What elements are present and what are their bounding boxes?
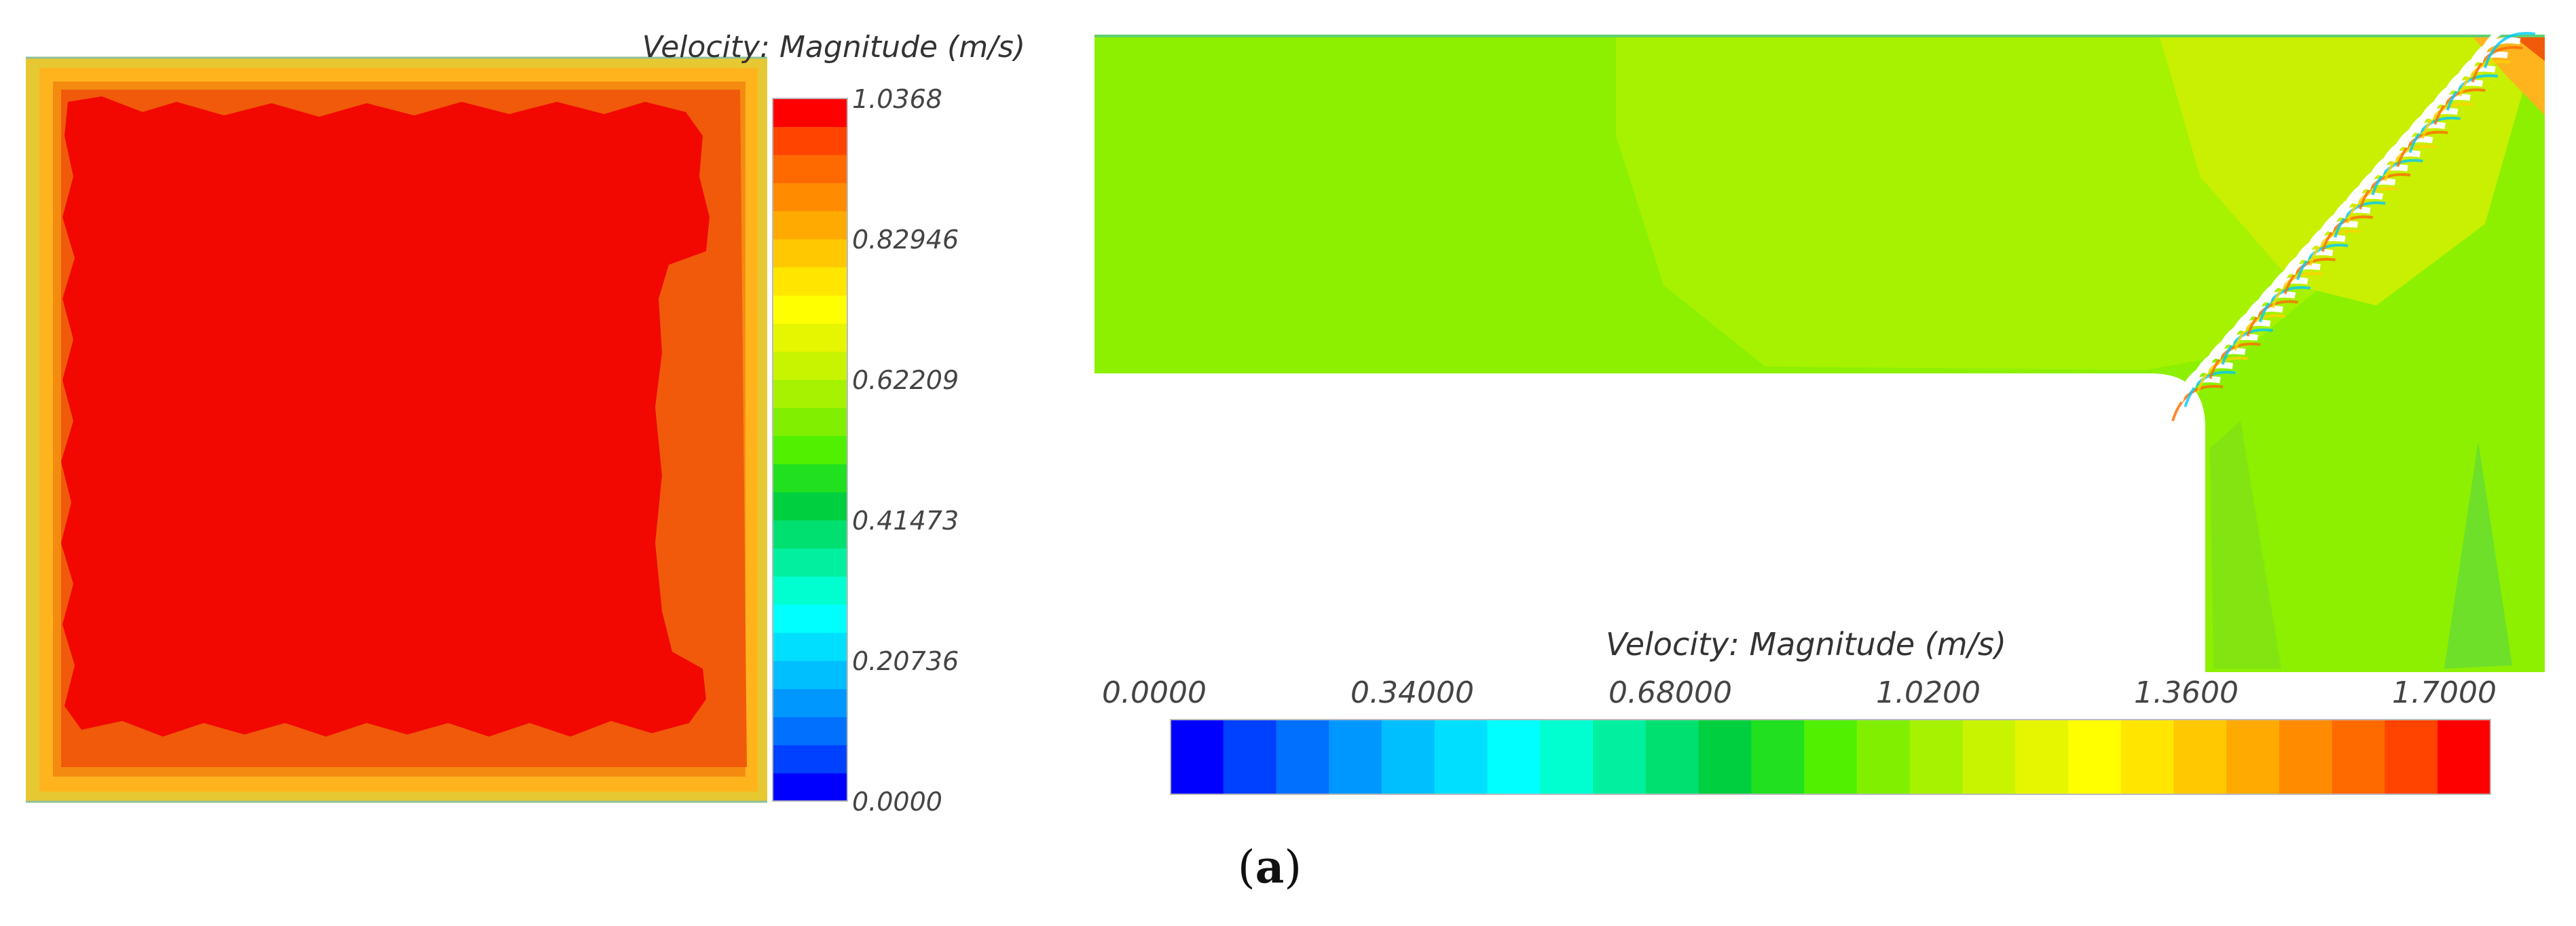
left-colorbar-segment: [773, 239, 847, 267]
right-tick-label: 1.7000: [2392, 675, 2497, 710]
left-colorbar-segment: [773, 576, 847, 605]
svg-text:(a): (a): [1238, 840, 1302, 893]
left-colorbar-segment: [773, 154, 847, 183]
left-colorbar-segment: [773, 632, 847, 661]
right-tick-label: 0.0000: [1102, 675, 1207, 710]
right-colorbar-segment: [1698, 720, 1752, 794]
left-colorbar-segment: [773, 435, 847, 464]
right-colorbar-ticks: 0.0000 0.34000 0.68000 1.0200 1.3600 1.7000: [1102, 675, 2497, 710]
left-contour-plot: [26, 56, 767, 803]
right-tick-label: 0.68000: [1608, 675, 1732, 710]
right-colorbar-segment: [1329, 720, 1382, 794]
right-green-streak-2: [2210, 421, 2281, 669]
left-colorbar-segment: [773, 548, 847, 577]
left-colorbar-segment: [773, 98, 847, 127]
right-colorbar-segment: [2120, 720, 2175, 794]
left-colorbar-ticks: 1.0368 0.82946 0.62209 0.41473 0.20736 0.0000: [852, 84, 959, 817]
right-colorbar-frame: [1170, 719, 2491, 795]
left-colorbar-segment: [773, 604, 847, 633]
left-colorbar-frame: [772, 98, 848, 802]
left-colorbar-segment: [773, 210, 847, 240]
left-colorbar-segment: [773, 661, 847, 689]
left-colorbar-segment: [773, 379, 847, 408]
right-colorbar-segment: [1909, 720, 1963, 794]
right-colorbar-segment: [1487, 720, 1541, 794]
left-colorbar-segment: [773, 745, 847, 774]
figure-caption: (a): [1238, 840, 1302, 893]
left-core-region: [61, 96, 710, 737]
right-colorbar-segment: [1962, 720, 2016, 794]
right-green-streak: [2444, 441, 2512, 669]
turning-vane: [2476, 23, 2533, 64]
right-colorbar-segment: [1434, 720, 1488, 794]
right-colorbar-segment: [1223, 720, 1277, 794]
right-colorbar-segment: [1856, 720, 1911, 794]
right-colorbar-segment: [1171, 720, 1224, 794]
right-legend: Velocity: Magnitude (m/s) 0.0000 0.34000 0…: [1102, 626, 2497, 795]
turning-vanes: [2164, 23, 2536, 422]
left-colorbar: [773, 98, 847, 802]
caption-open: (: [1238, 841, 1255, 893]
right-colorbar-segment: [1751, 720, 1805, 794]
left-colorbar-segment: [773, 773, 847, 802]
left-tick-label: 0.62209: [852, 365, 959, 395]
left-colorbar-segment: [773, 492, 847, 521]
right-colorbar-segment: [1645, 720, 1699, 794]
right-corner-hot-2: [2512, 35, 2545, 61]
right-colorbar-segment: [2385, 720, 2438, 794]
right-colorbar-segment: [2067, 720, 2122, 794]
left-colorbar-segment: [773, 295, 847, 324]
left-tick-label: 1.0368: [852, 84, 942, 114]
left-colorbar-segment: [773, 267, 847, 296]
right-colorbar-segment: [2437, 720, 2491, 794]
vane-wake: [2484, 32, 2536, 69]
right-tick-label: 0.34000: [1350, 675, 1474, 710]
right-contour-plot: [1094, 23, 2545, 672]
right-colorbar-segment: [2173, 720, 2227, 794]
right-colorbar-segment: [2226, 720, 2280, 794]
right-colorbar-segment: [2015, 720, 2069, 794]
right-colorbar-segment: [1540, 720, 1594, 794]
right-tick-label: 1.0200: [1876, 675, 1981, 710]
right-colorbar-segment: [2332, 720, 2386, 794]
right-colorbar: [1171, 720, 2491, 794]
right-colorbar-segment: [1804, 720, 1858, 794]
left-colorbar-segment: [773, 688, 847, 718]
right-colorbar-segment: [1276, 720, 1329, 794]
left-colorbar-segment: [773, 126, 847, 155]
caption-close: ): [1284, 841, 1302, 893]
left-legend-title: Velocity: Magnitude (m/s): [642, 30, 1025, 64]
left-tick-label: 0.20736: [852, 646, 959, 676]
left-tick-label: 0.0000: [852, 787, 942, 817]
left-colorbar-segment: [773, 407, 847, 437]
left-tick-label: 0.41473: [852, 506, 959, 536]
right-tick-label: 1.3600: [2134, 675, 2239, 710]
left-colorbar-segment: [773, 183, 847, 212]
left-colorbar-segment: [773, 716, 847, 745]
left-colorbar-segment: [773, 323, 847, 352]
right-colorbar-segment: [2279, 720, 2333, 794]
caption-letter: a: [1255, 840, 1285, 893]
right-legend-title: Velocity: Magnitude (m/s): [1606, 626, 2006, 663]
left-legend: Velocity: Magnitude (m/s) 1.0368 0.82946 0…: [642, 30, 1025, 817]
left-colorbar-segment: [773, 351, 847, 380]
left-colorbar-segment: [773, 464, 847, 493]
left-tick-label: 0.82946: [852, 225, 959, 255]
right-colorbar-segment: [1382, 720, 1435, 794]
right-colorbar-segment: [1593, 720, 1646, 794]
left-colorbar-segment: [773, 520, 847, 549]
